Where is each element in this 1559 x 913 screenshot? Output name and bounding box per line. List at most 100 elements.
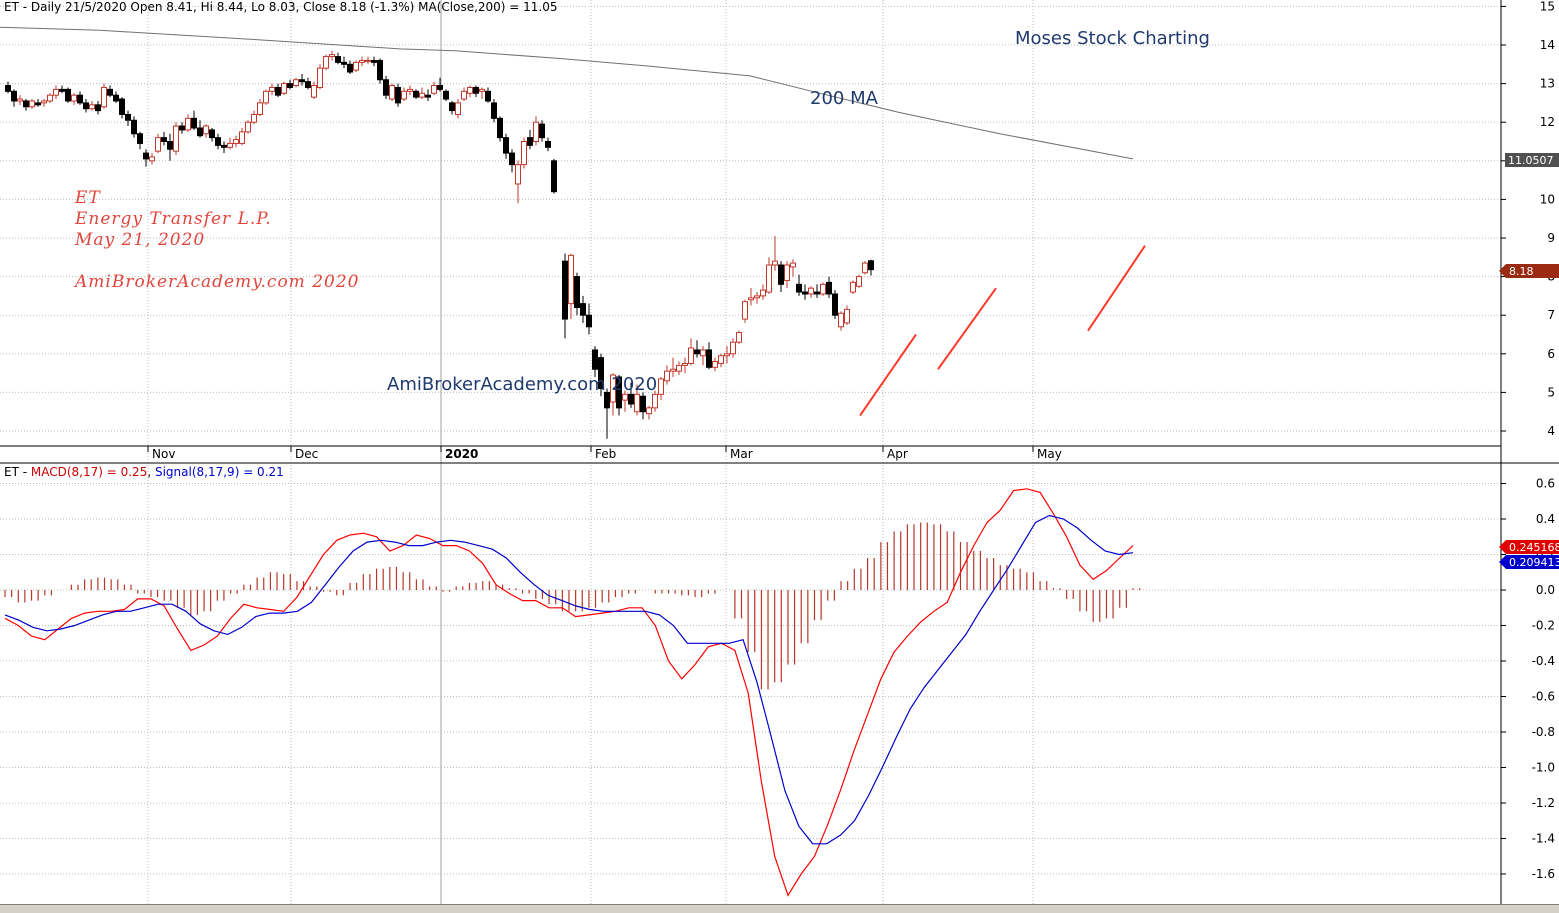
candle-body xyxy=(137,133,143,144)
candle-body xyxy=(101,86,107,108)
trend-line xyxy=(859,333,917,417)
candle-body xyxy=(197,127,203,137)
candle-body xyxy=(718,355,724,364)
candle-body xyxy=(868,260,874,271)
macd-header: ET - MACD(8,17) = 0.25, Signal(8,17,9) =… xyxy=(4,465,284,479)
candle-body xyxy=(41,100,47,104)
candle-body xyxy=(682,362,688,366)
candle-body xyxy=(521,141,527,166)
candle-body xyxy=(712,361,718,368)
price-ticker: ET - xyxy=(4,0,31,14)
price-plot-area[interactable] xyxy=(0,0,1501,446)
candle-body xyxy=(700,349,706,357)
macd-y-tick-label: -1.6 xyxy=(1532,867,1555,881)
candle-body xyxy=(347,63,353,73)
candle-body xyxy=(634,393,640,413)
candle-body xyxy=(802,291,808,295)
candle-body xyxy=(485,90,491,102)
candle-body xyxy=(610,374,616,403)
candle-body xyxy=(119,98,125,115)
candle-body xyxy=(113,94,119,102)
candle-body xyxy=(580,303,586,316)
candle-body xyxy=(245,121,251,133)
candle-body xyxy=(329,54,335,58)
macd-y-tick-label: -0.6 xyxy=(1532,690,1555,704)
trend-line xyxy=(1087,245,1146,332)
price-y-tick-label: 6 xyxy=(1547,347,1555,361)
macd-y-tick-label: -0.2 xyxy=(1532,619,1555,633)
candle-body xyxy=(652,393,658,409)
candle-body xyxy=(443,90,449,100)
candle-body xyxy=(551,160,557,193)
signal-legend: Signal(8,17,9) = 0.21 xyxy=(154,465,284,479)
candle-body xyxy=(539,123,545,139)
candle-body xyxy=(688,347,694,364)
candle-body xyxy=(844,308,850,324)
candle-body xyxy=(449,102,455,112)
macd-line xyxy=(4,488,1134,897)
candle-body xyxy=(95,104,101,112)
candle-body xyxy=(209,129,215,139)
price-y-tick-label: 9 xyxy=(1547,231,1555,245)
candle-body xyxy=(778,264,784,285)
candle-body xyxy=(820,283,826,295)
candle-body xyxy=(646,407,652,415)
candle-body xyxy=(203,125,209,135)
company-annotation: Energy Transfer L.P. xyxy=(75,209,272,229)
macd-y-tick-label: -1.2 xyxy=(1532,796,1555,810)
candle-body xyxy=(814,291,820,295)
candle-body xyxy=(856,276,862,287)
candle-body xyxy=(317,67,323,88)
candle-body xyxy=(772,260,778,266)
candle-body xyxy=(89,104,95,110)
y-axis-ticks: 4567891011121314150.60.40.20.0-0.2-0.4-0… xyxy=(1501,0,1555,881)
ma-badge-bg xyxy=(1505,153,1559,167)
candle-body xyxy=(71,94,77,102)
candle-body xyxy=(604,391,610,409)
macd-plot-area[interactable] xyxy=(0,463,1501,904)
signal-badge-bg xyxy=(1499,555,1559,569)
sheet-tabs-bar[interactable] xyxy=(0,904,1559,913)
candle-body xyxy=(179,125,185,131)
candle-body xyxy=(664,370,670,382)
candle-body xyxy=(467,86,473,94)
candle-body xyxy=(455,102,461,115)
candle-body xyxy=(407,88,413,92)
candle-body xyxy=(796,283,802,293)
credit-red-annotation: AmiBrokerAcademy.com 2020 xyxy=(75,272,360,292)
candle-body xyxy=(83,102,89,110)
candle-body xyxy=(239,131,245,144)
candle-body xyxy=(53,88,59,96)
candle-body xyxy=(389,85,395,100)
candle-body xyxy=(323,56,329,69)
candle-body xyxy=(269,86,275,92)
candle-body xyxy=(862,262,868,274)
candle-body xyxy=(155,137,161,152)
candle-body xyxy=(515,164,521,185)
candle-body xyxy=(149,156,155,162)
signal-line xyxy=(4,514,1134,845)
macd-histogram xyxy=(4,522,1141,690)
trend-lines xyxy=(859,245,1146,417)
candle-body xyxy=(215,137,221,146)
candle-body xyxy=(125,113,131,121)
candle-body xyxy=(574,276,580,308)
candle-body xyxy=(850,281,856,293)
candle-body xyxy=(694,349,700,355)
candle-body xyxy=(5,85,11,92)
price-y-tick-label: 5 xyxy=(1547,385,1555,399)
candle-body xyxy=(748,297,754,301)
candle-body xyxy=(790,262,796,268)
candle-body xyxy=(838,312,844,328)
trend-line xyxy=(937,287,997,370)
candle-body xyxy=(395,86,401,104)
macd-y-tick-label: 0.6 xyxy=(1536,477,1555,491)
candle-body xyxy=(754,295,760,299)
candle-body xyxy=(371,59,377,63)
macd-y-tick-label: -1.4 xyxy=(1532,832,1555,846)
x-axis-ticks: Nov Dec 2020 Feb Mar Apr May xyxy=(147,446,1062,461)
x-tick-label: Mar xyxy=(730,447,753,461)
candle-body xyxy=(299,79,305,83)
candle-body xyxy=(305,81,311,88)
